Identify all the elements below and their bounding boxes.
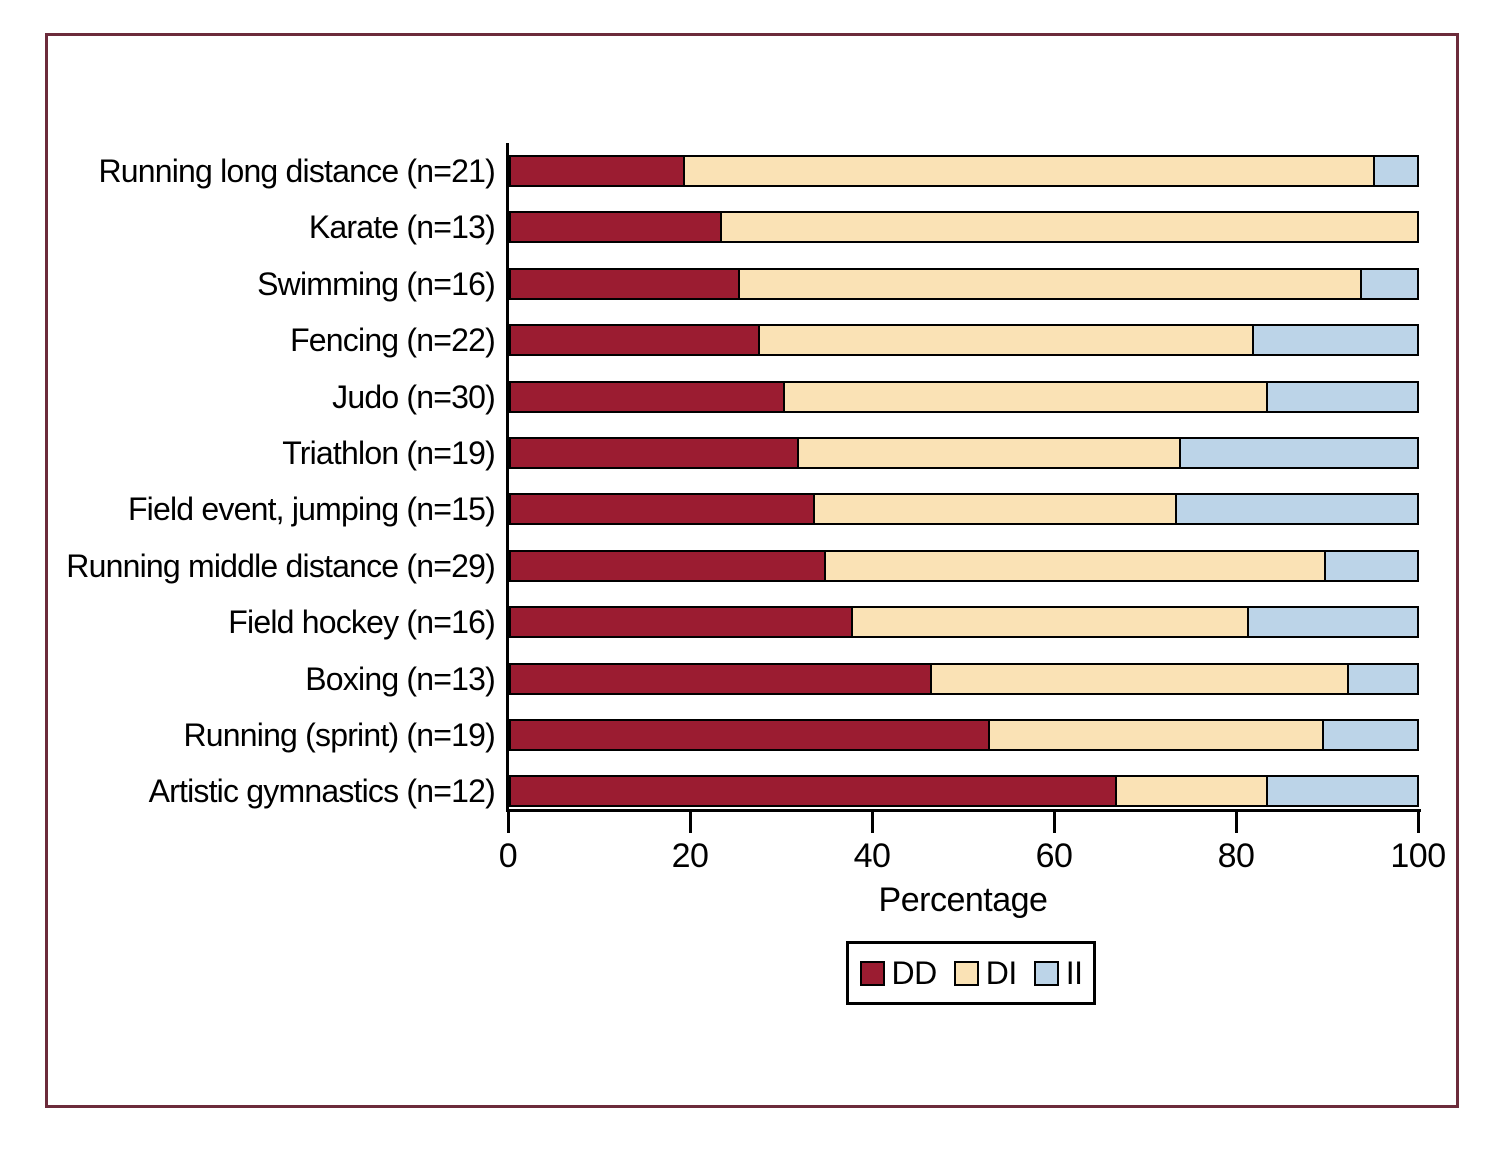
bar-row: Running (sprint) (n=19) bbox=[0, 716, 1419, 753]
bar-row: Artistic gymnastics (n=12) bbox=[0, 773, 1419, 810]
bar-segment-ii bbox=[1347, 664, 1417, 693]
bar-segment-dd bbox=[511, 720, 988, 749]
category-label: Judo (n=30) bbox=[332, 378, 496, 415]
category-label: Field hockey (n=16) bbox=[228, 604, 496, 641]
category-label: Swimming (n=16) bbox=[257, 265, 496, 302]
legend-item-ii: II bbox=[1033, 955, 1083, 991]
bar-segment-dd bbox=[511, 269, 738, 298]
bar-segment-ii bbox=[1265, 382, 1417, 411]
category-label: Running long distance (n=21) bbox=[98, 153, 495, 189]
bar-segment-di bbox=[758, 326, 1253, 355]
bar-segment-ii bbox=[1323, 551, 1417, 580]
bar-segment-dd bbox=[511, 213, 721, 242]
bar-track bbox=[509, 211, 1419, 244]
x-tick-label: 60 bbox=[1035, 837, 1073, 875]
bar-track bbox=[509, 155, 1419, 187]
bar-row: Triathlon (n=19) bbox=[0, 434, 1419, 471]
bar-row: Field event, jumping (n=15) bbox=[0, 491, 1419, 528]
bar-row: Fencing (n=22) bbox=[0, 322, 1419, 359]
x-tick bbox=[506, 812, 510, 833]
bar-track bbox=[509, 436, 1419, 469]
category-label: Field event, jumping (n=15) bbox=[127, 491, 496, 528]
bar-segment-dd bbox=[511, 664, 930, 693]
x-axis-title: Percentage bbox=[878, 881, 1048, 919]
legend-item-di: DI bbox=[953, 955, 1018, 991]
bar-track bbox=[509, 606, 1419, 639]
x-tick bbox=[1416, 812, 1420, 833]
x-tick-label: 20 bbox=[671, 837, 709, 875]
bar-segment-di bbox=[797, 438, 1179, 467]
bar-segment-di bbox=[737, 269, 1361, 298]
bar-segment-di bbox=[683, 157, 1374, 185]
bar-segment-dd bbox=[511, 551, 824, 580]
bar-segment-di bbox=[823, 551, 1324, 580]
bar-segment-ii bbox=[1178, 438, 1417, 467]
legend-swatch-ii bbox=[1033, 960, 1059, 986]
x-tick-label: 80 bbox=[1217, 837, 1255, 875]
bar-segment-dd bbox=[511, 157, 684, 185]
bar-row: Field hockey (n=16) bbox=[0, 604, 1419, 641]
bar-row: Swimming (n=16) bbox=[0, 265, 1419, 302]
bar-segment-di bbox=[929, 664, 1348, 693]
category-label: Boxing (n=13) bbox=[305, 660, 496, 697]
x-tick bbox=[688, 812, 692, 833]
x-tick bbox=[870, 812, 874, 833]
bar-track bbox=[509, 493, 1419, 526]
bar-segment-di bbox=[720, 213, 1417, 242]
bar-track bbox=[509, 380, 1419, 413]
x-tick bbox=[1234, 812, 1238, 833]
bar-row: Boxing (n=13) bbox=[0, 660, 1419, 697]
bar-segment-dd bbox=[511, 495, 813, 524]
bar-segment-di bbox=[812, 495, 1176, 524]
category-label: Running middle distance (n=29) bbox=[66, 547, 496, 584]
x-tick-label: 100 bbox=[1390, 837, 1446, 875]
category-label: Fencing (n=22) bbox=[290, 322, 496, 359]
category-label: Karate (n=13) bbox=[308, 209, 496, 246]
bar-segment-ii bbox=[1266, 777, 1417, 806]
bar-row: Judo (n=30) bbox=[0, 378, 1419, 415]
bar-segment-dd bbox=[511, 382, 783, 411]
bar-segment-di bbox=[782, 382, 1266, 411]
legend-label-ii: II bbox=[1065, 955, 1083, 991]
bar-row: Running middle distance (n=29) bbox=[0, 547, 1419, 584]
bar-segment-dd bbox=[511, 326, 759, 355]
bar-track bbox=[509, 267, 1419, 300]
bar-segment-dd bbox=[511, 777, 1116, 806]
bar-row: Karate (n=13) bbox=[0, 209, 1419, 246]
legend-label-dd: DD bbox=[891, 955, 938, 991]
bar-rows: Running long distance (n=21) Karate (n=13… bbox=[0, 155, 1419, 810]
legend-item-dd: DD bbox=[859, 955, 938, 991]
bar-segment-ii bbox=[1175, 495, 1417, 524]
legend-swatch-dd bbox=[859, 960, 885, 986]
bar-segment-ii bbox=[1360, 269, 1417, 298]
x-tick-label: 0 bbox=[498, 837, 518, 875]
bar-track bbox=[509, 324, 1419, 357]
legend-swatch-di bbox=[953, 960, 979, 986]
bar-segment-di bbox=[850, 608, 1248, 637]
bar-track bbox=[509, 662, 1419, 695]
y-axis-line bbox=[506, 143, 509, 812]
x-axis-line bbox=[506, 809, 1421, 812]
legend: DD DI II bbox=[846, 941, 1096, 1005]
bar-track bbox=[509, 775, 1419, 808]
x-tick-label: 40 bbox=[853, 837, 891, 875]
category-label: Running (sprint) (n=19) bbox=[183, 716, 495, 753]
bar-segment-ii bbox=[1321, 720, 1417, 749]
bar-segment-di bbox=[1115, 777, 1267, 806]
category-label: Triathlon (n=19) bbox=[282, 434, 496, 471]
bar-track bbox=[509, 549, 1419, 582]
bar-track bbox=[509, 718, 1419, 751]
bar-segment-ii bbox=[1252, 326, 1417, 355]
category-label: Artistic gymnastics (n=12) bbox=[148, 773, 496, 810]
bar-segment-ii bbox=[1373, 157, 1417, 185]
bar-segment-dd bbox=[511, 608, 851, 637]
legend-label-di: DI bbox=[985, 955, 1018, 991]
bar-segment-ii bbox=[1247, 608, 1417, 637]
bar-segment-di bbox=[987, 720, 1322, 749]
bar-row: Running long distance (n=21) bbox=[0, 155, 1419, 187]
bar-segment-dd bbox=[511, 438, 798, 467]
x-tick bbox=[1052, 812, 1056, 833]
